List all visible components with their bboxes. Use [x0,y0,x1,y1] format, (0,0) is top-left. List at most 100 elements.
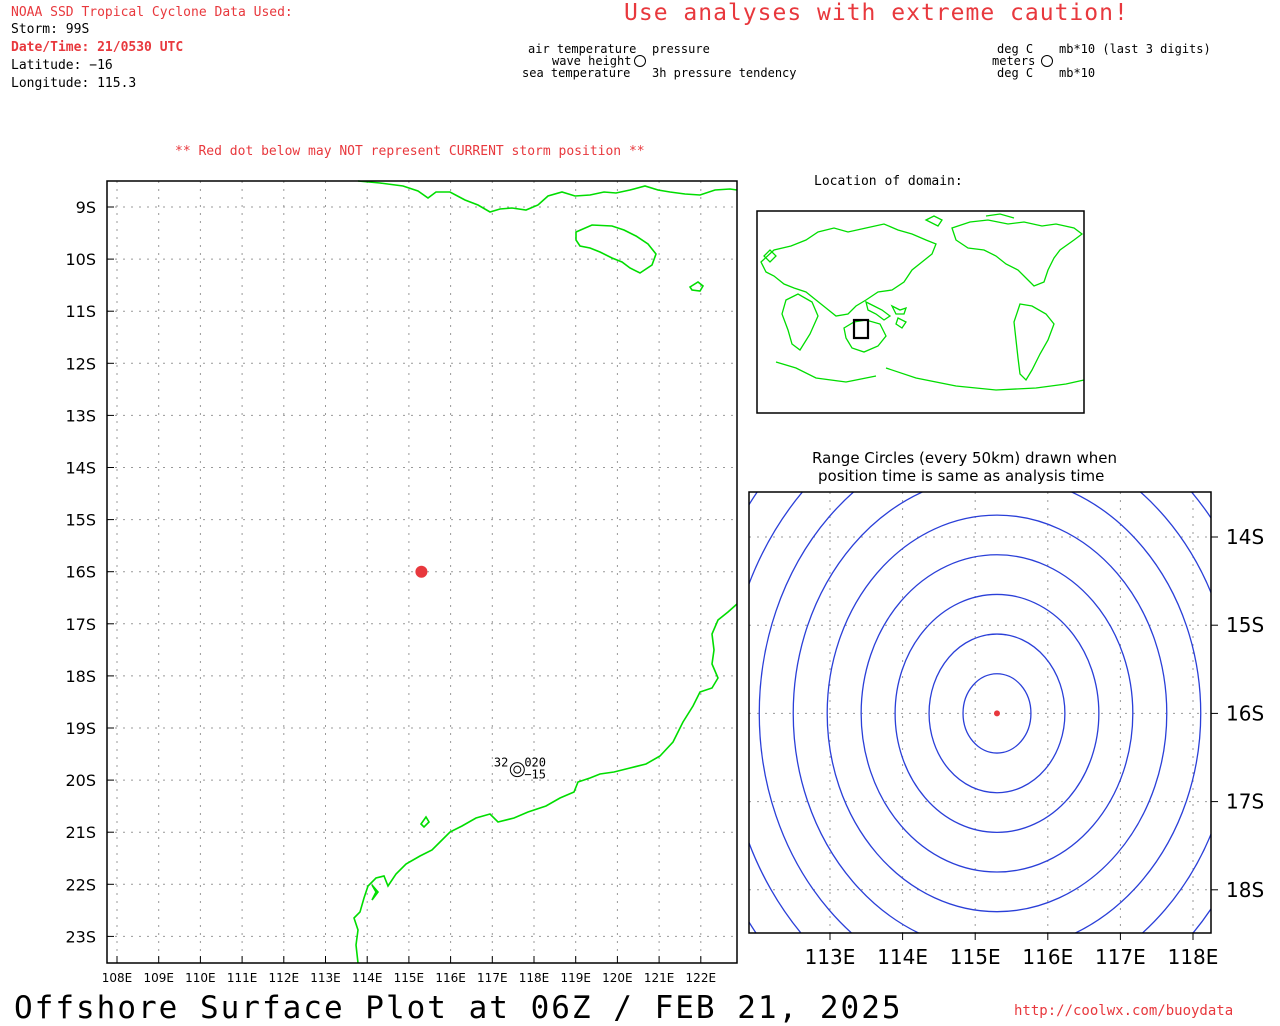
main-map-gridlines [107,181,737,963]
legend-sea-temperature: sea temperature [522,66,631,80]
legend-unit-sea: deg C [997,66,1034,80]
range-center-dot [993,710,1000,717]
range-circle [962,673,1032,754]
main-lon-label: 116E [435,971,466,985]
main-lat-label: 13S [65,406,96,425]
legend-unit-tendency: mb*10 [1059,66,1096,80]
range-circle [860,554,1134,873]
main-lon-label: 110E [185,971,216,985]
main-map-coastline [353,180,738,964]
station-inner-circle-icon [513,765,522,774]
coastline-australia [353,603,738,964]
range-circle [749,492,759,933]
coastline-island-sumba [575,224,657,274]
main-lat-label: 20S [65,771,96,790]
main-lat-label: 21S [65,823,96,842]
legend-pressure: pressure [652,42,710,56]
range-lat-label: 14S [1226,525,1264,549]
main-lat-label: 19S [65,719,96,738]
range-circle [792,492,1202,933]
locator-map [756,210,1085,414]
plot-title: Offshore Surface Plot at 06Z / FEB 21, 2… [14,990,903,1026]
legend-unit-circle-icon [1041,55,1053,67]
main-lat-label: 15S [65,511,96,530]
main-lon-label: 113E [310,971,341,985]
coastline-island-small [688,281,705,292]
range-title-line2: position time is same as analysis time [818,467,1105,485]
storm-position-notice: ** Red dot below may NOT represent CURRE… [175,144,645,159]
station-plot: 32 020 −15 [494,756,546,782]
locator-world-coastlines [760,213,1085,391]
main-lon-label: 122E [686,971,717,985]
legend-unit-air: deg C [997,42,1034,56]
legend-station-circle-icon [634,55,646,67]
main-lon-label: 109E [143,971,174,985]
range-lon-label: 115E [950,945,1001,969]
storm-latitude: Latitude: −16 [11,58,113,73]
main-lat-label: 22S [65,875,96,894]
range-circle [758,492,1211,933]
main-lat-label: 9S [76,198,96,217]
range-lat-label: 15S [1226,613,1264,637]
storm-position-dot [415,565,428,578]
station-air-temp: 32 [494,756,508,770]
main-lat-label: 18S [65,667,96,686]
legend-pressure-tendency: 3h pressure tendency [652,66,797,80]
legend-wave-height: wave height [552,54,632,68]
range-map-lon-labels: 113E 114E 115E 116E 117E 118E [805,945,1219,969]
main-lon-label: 118E [519,971,550,985]
locator-frame [756,210,1085,414]
main-lon-label: 119E [560,971,591,985]
main-lon-label: 114E [352,971,383,985]
range-circle [928,633,1066,794]
main-map-lon-labels: 108E 109E 110E 111E 112E 113E 114E 115E 116E 117E… [102,971,716,985]
range-lat-label: 16S [1226,701,1264,725]
range-lat-label: 17S [1226,790,1264,814]
main-lat-label: 23S [65,927,96,946]
locator-title: Location of domain: [814,174,963,189]
storm-datetime: Date/Time: 21/0530 UTC [11,40,184,55]
storm-longitude: Longitude: 115.3 [11,76,137,91]
caution-banner: Use analyses with extreme caution! [624,0,1129,26]
range-lon-label: 116E [1022,945,1073,969]
legend-unit-pressure: mb*10 (last 3 digits) [1059,42,1211,56]
range-lon-label: 113E [805,945,856,969]
main-lon-label: 108E [102,971,133,985]
main-lon-label: 121E [644,971,675,985]
main-lat-label: 12S [65,354,96,373]
range-circle [826,514,1168,913]
main-lat-label: 11S [65,302,96,321]
main-lon-label: 115E [394,971,425,985]
range-lat-label: 18S [1226,878,1264,902]
storm-id: Storm: 99S [11,22,90,37]
range-circles [749,492,1211,933]
station-circle-icon [509,762,525,778]
main-lon-label: 111E [227,971,258,985]
coastline-peninsula [371,884,380,901]
locator-domain-box [852,318,870,340]
main-lon-label: 117E [477,971,508,985]
coastline-java [357,180,738,213]
main-lat-label: 14S [65,459,96,478]
legend-air-temperature: air temperature [528,42,637,56]
range-map-frame [748,491,1212,934]
range-lon-label: 114E [877,945,928,969]
station-pressure: 020 [524,756,546,770]
range-circle [894,593,1100,834]
main-lat-label: 10S [65,250,96,269]
source-url-link[interactable]: http://coolwx.com/buoydata [1014,1003,1234,1019]
coastline-islet [419,815,431,829]
range-lon-label: 118E [1168,945,1219,969]
main-lon-label: 112E [269,971,300,985]
legend-unit-wave: meters [992,54,1036,68]
range-title-line1: Range Circles (every 50km) drawn when [812,449,1117,467]
station-tendency: −15 [524,768,546,782]
main-lat-label: 17S [65,615,96,634]
main-map-lat-labels: 9S 10S 11S 12S 13S 14S 15S 16S 17S 18S 19S 20S 21S 22… [65,198,96,946]
range-map-lat-labels: 14S 15S 16S 17S 18S [1226,525,1264,902]
main-map-frame [106,180,738,964]
range-lon-label: 117E [1095,945,1146,969]
data-source-title: NOAA SSD Tropical Cyclone Data Used: [11,5,293,20]
